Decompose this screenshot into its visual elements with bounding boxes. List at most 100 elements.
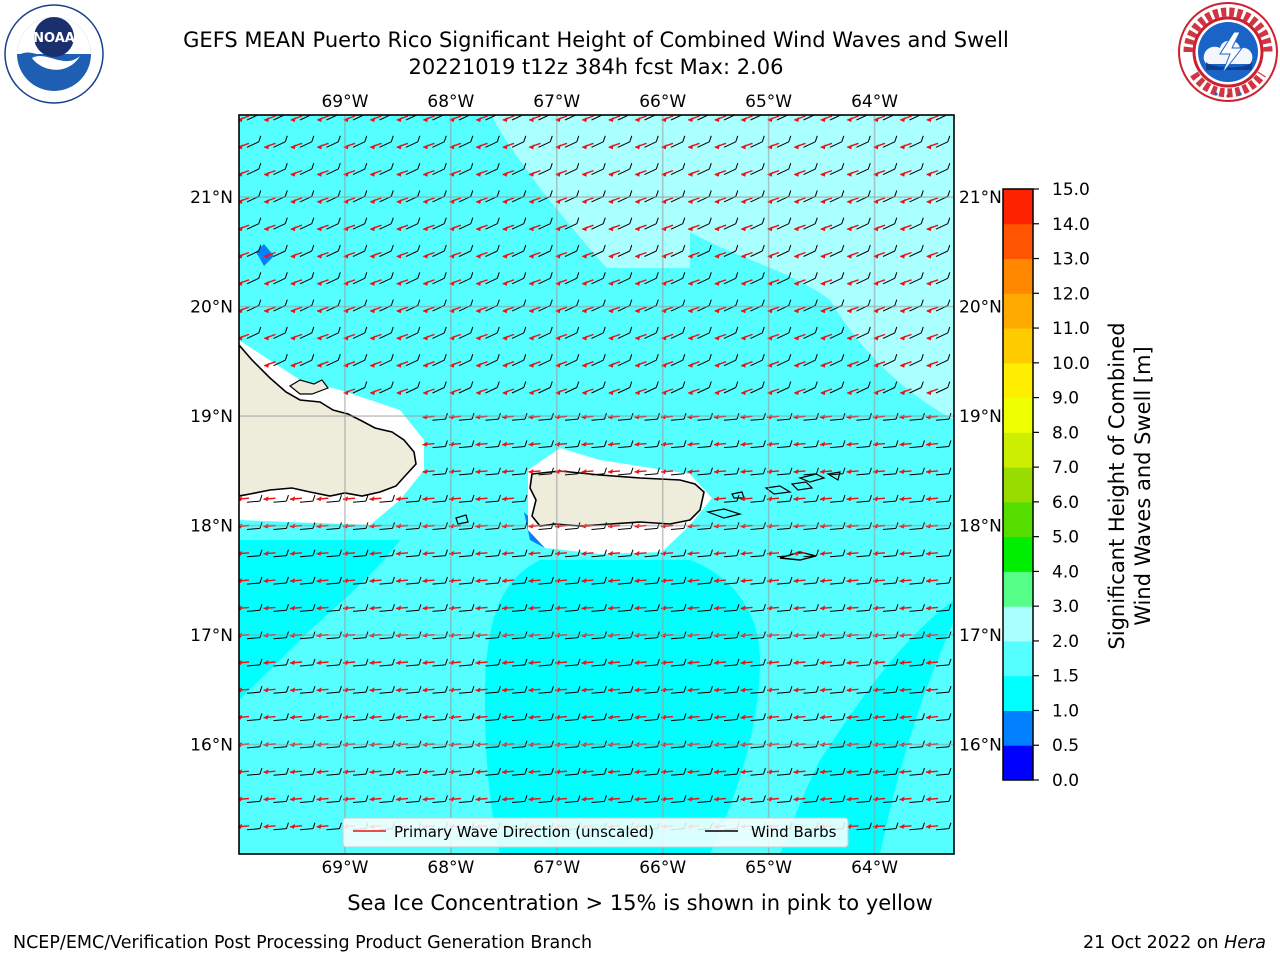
wave-arrow <box>713 769 727 775</box>
wind-barb <box>856 549 872 558</box>
wind-barb <box>326 494 342 503</box>
wave-arrow <box>528 197 541 205</box>
wind-barb <box>379 549 395 558</box>
wind-barb <box>750 272 765 285</box>
wind-barb <box>803 604 819 612</box>
wave-arrow <box>661 361 674 368</box>
wave-arrow <box>607 578 621 584</box>
wave-arrow <box>528 769 541 775</box>
wave-arrow <box>475 333 488 341</box>
colorbar-tick-label: 9.0 <box>1052 389 1079 409</box>
wind-barb <box>882 272 898 285</box>
wave-arrow <box>502 197 515 205</box>
wave-arrow <box>899 306 912 314</box>
wave-arrow <box>316 333 329 341</box>
wave-arrow <box>793 169 806 177</box>
wind-barb <box>564 767 581 776</box>
wind-barb <box>935 713 952 722</box>
wave-arrow <box>263 279 276 286</box>
wind-barb <box>935 162 951 176</box>
wave-arrow <box>714 361 727 368</box>
wind-barb <box>379 135 394 148</box>
colorbar-tick-label: 6.0 <box>1052 493 1079 513</box>
wave-arrow <box>422 142 435 150</box>
wave-arrow <box>422 660 435 666</box>
wind-barb <box>299 494 316 503</box>
wave-arrow <box>396 142 409 150</box>
wind-barb <box>591 767 607 776</box>
wind-barb <box>299 354 315 367</box>
wind-barb <box>432 549 448 558</box>
wave-arrow <box>422 306 435 314</box>
wind-barb <box>511 795 528 803</box>
wind-barb <box>750 467 766 476</box>
wave-arrow <box>581 769 594 775</box>
wave-arrow <box>846 142 859 150</box>
wind-barb <box>803 658 819 667</box>
wind-barb <box>909 713 925 722</box>
wave-arrow <box>873 388 886 396</box>
colorbar-cells <box>1003 189 1033 781</box>
wave-arrow <box>740 388 753 396</box>
wave-arrow <box>634 169 647 177</box>
wave-arrow <box>501 769 515 775</box>
wind-barb <box>882 767 899 776</box>
wind-barb <box>670 767 687 776</box>
wind-barb <box>617 440 634 449</box>
wind-barb <box>485 217 500 230</box>
wave-arrow <box>634 578 647 584</box>
wave-arrow <box>899 496 912 502</box>
wind-barb <box>511 576 528 585</box>
wave-arrow <box>925 823 939 829</box>
wind-barb <box>273 272 288 285</box>
wind-barb <box>803 217 818 230</box>
vieques-island <box>705 508 743 519</box>
wind-barb <box>723 576 740 585</box>
wind-barb <box>776 795 793 803</box>
wave-arrow <box>396 115 409 123</box>
hispaniola-land <box>239 343 417 497</box>
wind-barb <box>405 713 422 722</box>
wind-barb <box>776 440 793 449</box>
wind-barb <box>458 467 475 476</box>
wave-arrow <box>714 333 727 341</box>
wave-arrow <box>873 251 886 259</box>
wind-barb <box>617 549 634 558</box>
wind-barb <box>538 135 553 148</box>
wind-barb <box>617 217 633 230</box>
wave-arrow <box>422 496 435 502</box>
wave-arrow <box>926 306 939 314</box>
wind-barb <box>803 440 819 449</box>
wave-arrow <box>528 660 541 666</box>
wave-arrow <box>687 550 700 556</box>
wave-arrow <box>793 388 806 396</box>
wind-barb <box>326 217 341 230</box>
wind-barb <box>909 549 925 558</box>
wind-barb <box>803 549 819 558</box>
wind-barb <box>617 795 634 803</box>
wave-arrow <box>396 361 409 368</box>
wave-arrow <box>634 333 647 341</box>
wave-arrow <box>846 197 859 205</box>
wave-arrow <box>316 823 329 829</box>
wind-barb <box>379 217 394 230</box>
wind-barb <box>379 494 395 503</box>
wind-barb <box>776 217 792 230</box>
wave-arrow <box>819 769 833 775</box>
wave-arrow <box>925 687 939 693</box>
wind-barb <box>273 354 288 367</box>
wind-barb <box>485 767 501 776</box>
wave-arrow <box>369 115 382 123</box>
wind-barb <box>405 217 421 230</box>
wind-barb <box>697 795 713 803</box>
wave-arrow <box>422 769 435 775</box>
wind-barb <box>723 217 739 230</box>
wind-barb <box>935 604 952 612</box>
wave-arrow <box>661 388 674 396</box>
wave-arrow <box>528 142 541 150</box>
wave-arrow <box>607 468 621 474</box>
wave-arrow <box>819 714 833 720</box>
wind-barb <box>379 576 395 585</box>
wind-barb <box>723 135 739 148</box>
